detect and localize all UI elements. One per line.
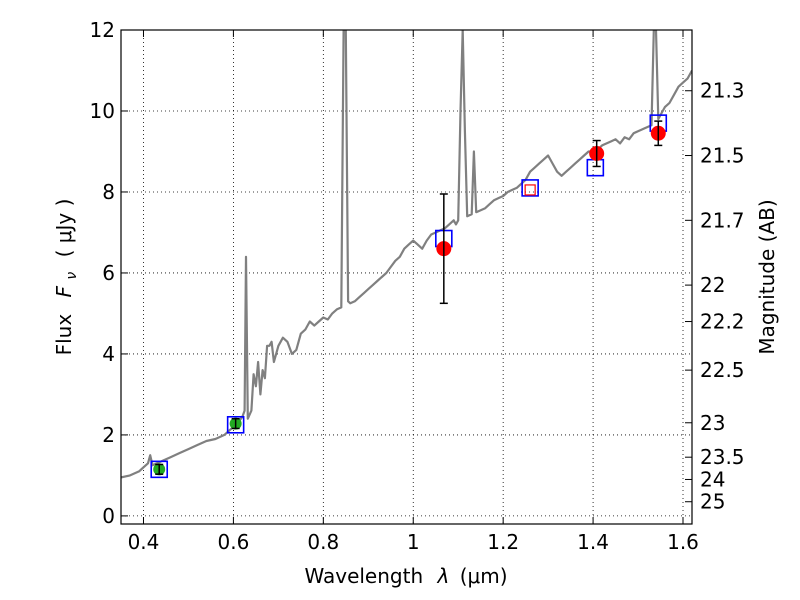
model-photometry-point bbox=[150, 460, 169, 479]
x-axis-label: Wavelength λ (μm) bbox=[304, 564, 507, 588]
y2-tick-label: 24 bbox=[700, 467, 725, 491]
y-axis-label-sub: ν bbox=[64, 272, 80, 280]
model-spectrum bbox=[121, 30, 692, 479]
x-tick-label: 1.6 bbox=[667, 530, 699, 554]
model-photometry-point bbox=[521, 179, 539, 197]
y-tick-label: 0 bbox=[102, 504, 115, 528]
x-axis-label-units: (μm) bbox=[460, 564, 508, 588]
x-tick-label: 1.4 bbox=[577, 530, 609, 554]
x-axis-label-symbol: λ bbox=[437, 564, 450, 588]
spectrum-line bbox=[121, 30, 692, 479]
y2-tick-label: 25 bbox=[700, 490, 725, 514]
y2-tick-label: 23.5 bbox=[700, 445, 745, 469]
y2-tick-label: 21.3 bbox=[700, 79, 745, 103]
x-tick-label: 0.8 bbox=[307, 530, 339, 554]
y-axis-label-prefix: Flux bbox=[52, 314, 76, 356]
y2-tick-label: 21.5 bbox=[700, 144, 745, 168]
y2-tick-label: 22.5 bbox=[700, 358, 745, 382]
y-axis-label: Flux F ν ( μJy ) bbox=[52, 199, 81, 356]
y-tick-label: 10 bbox=[90, 99, 115, 123]
y-tick-label: 8 bbox=[102, 180, 115, 204]
y-axis-label-symbol: F bbox=[52, 285, 76, 297]
x-tick-label: 1.2 bbox=[487, 530, 519, 554]
y2-axis-label: Magnitude (AB) bbox=[755, 199, 779, 354]
y2-tick-label: 22.2 bbox=[700, 310, 745, 334]
x-tick-label: 1 bbox=[407, 530, 420, 554]
y2-tick-label: 23 bbox=[700, 411, 725, 435]
axis-ticks: 0.4 0.6 0.8 1 1.2 1.4 1.602468101221.321.521.7… bbox=[90, 18, 745, 554]
y2-tick-label: 22 bbox=[700, 273, 725, 297]
x-tick-label: 0.4 bbox=[128, 530, 160, 554]
y-axis-label-units: ( μJy ) bbox=[52, 199, 76, 258]
y-tick-label: 2 bbox=[102, 423, 115, 447]
y-tick-label: 4 bbox=[102, 342, 115, 366]
plot-frame bbox=[120, 29, 693, 525]
model-photometry-point bbox=[226, 415, 245, 434]
y-tick-label: 6 bbox=[102, 261, 115, 285]
x-tick-label: 0.6 bbox=[217, 530, 249, 554]
y2-tick-label: 21.7 bbox=[700, 208, 745, 232]
photometry-markers bbox=[150, 114, 668, 479]
upper-limit-point bbox=[524, 184, 536, 196]
y-tick-label: 12 bbox=[90, 18, 115, 42]
x-axis-label-prefix: Wavelength bbox=[304, 564, 423, 588]
